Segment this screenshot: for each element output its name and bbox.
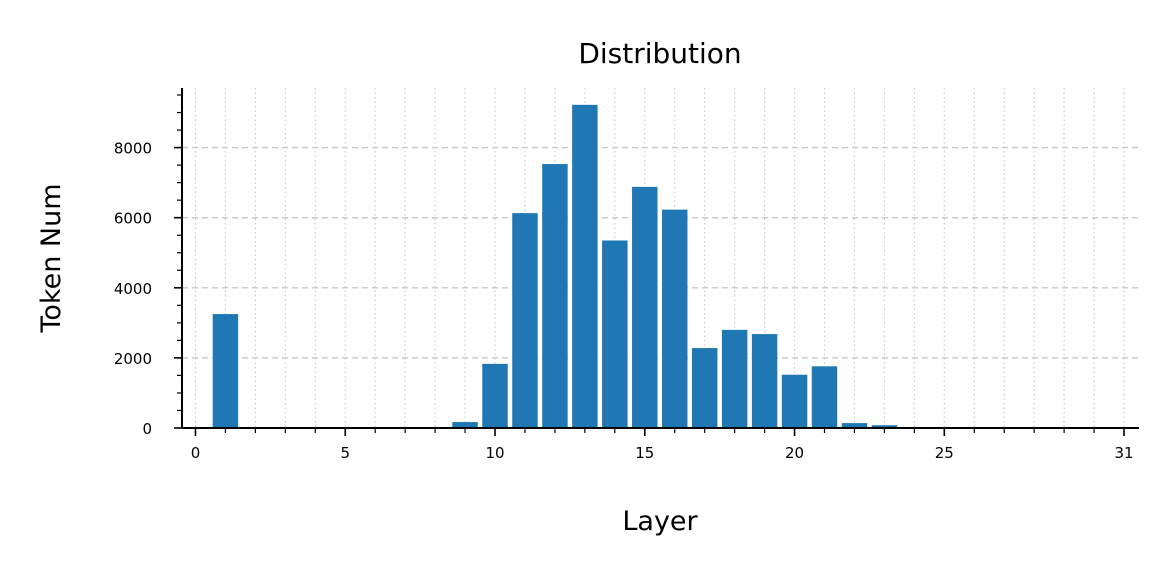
x-tick-label: 10 — [485, 444, 504, 462]
x-tick-label: 31 — [1114, 444, 1133, 462]
y-tick-label: 4000 — [114, 280, 152, 298]
bars-layer — [212, 104, 898, 429]
bar — [602, 240, 628, 428]
bar — [871, 425, 898, 428]
x-tick-label: 15 — [635, 444, 654, 462]
x-tick-label: 20 — [785, 444, 804, 462]
x-tick-label: 25 — [935, 444, 954, 462]
bar — [632, 186, 658, 428]
bar — [691, 348, 718, 428]
bar — [212, 314, 239, 428]
bar — [781, 374, 808, 428]
axes-layer — [181, 88, 1139, 429]
bar — [482, 363, 508, 428]
x-axis-label: Layer — [622, 506, 698, 537]
y-axis-label: Token Num — [36, 183, 67, 333]
grid-layer — [182, 88, 1139, 428]
y-tick-label: 2000 — [114, 350, 152, 368]
bar — [721, 329, 748, 428]
bar — [751, 334, 778, 428]
bar — [811, 366, 838, 428]
bar — [841, 423, 868, 428]
x-tick-label: 5 — [340, 444, 350, 462]
ticks-layer: 0 5 10 15 20 25 31 0 2000 4000 6000 8000 — [114, 94, 1134, 462]
y-tick-label: 0 — [142, 420, 152, 438]
chart-title: Distribution — [578, 37, 741, 70]
y-tick-label: 8000 — [114, 140, 152, 158]
bar — [452, 422, 478, 428]
bar — [572, 104, 598, 429]
bar — [542, 164, 568, 428]
bar — [512, 213, 538, 428]
y-tick-label: 6000 — [114, 210, 152, 228]
x-tick-label: 0 — [191, 444, 201, 462]
bar — [661, 209, 688, 428]
